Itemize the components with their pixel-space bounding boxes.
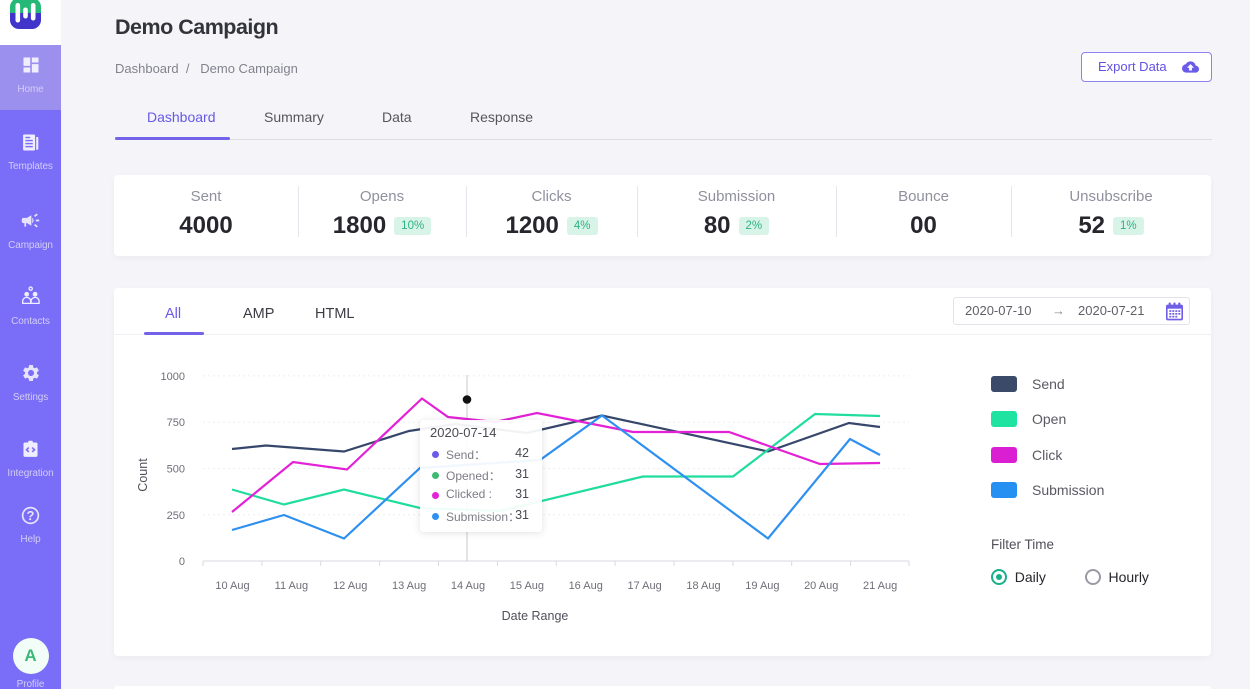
svg-text:21 Aug: 21 Aug [863, 580, 897, 592]
svg-text:500: 500 [167, 464, 185, 476]
svg-text:13 Aug: 13 Aug [392, 580, 426, 592]
svg-text:14 Aug: 14 Aug [451, 580, 485, 592]
svg-text:12 Aug: 12 Aug [333, 580, 367, 592]
svg-text:16 Aug: 16 Aug [569, 580, 603, 592]
svg-text:Date Range: Date Range [502, 609, 569, 623]
svg-text:19 Aug: 19 Aug [745, 580, 779, 592]
svg-text:Count: Count [136, 458, 150, 492]
svg-text:750: 750 [167, 417, 185, 429]
svg-text:10 Aug: 10 Aug [215, 580, 249, 592]
svg-text:0: 0 [179, 556, 185, 568]
svg-text:17 Aug: 17 Aug [627, 580, 661, 592]
svg-text:11 Aug: 11 Aug [275, 580, 308, 592]
svg-text:1000: 1000 [161, 371, 185, 383]
svg-text:250: 250 [167, 510, 185, 522]
svg-text:20 Aug: 20 Aug [804, 580, 838, 592]
svg-text:15 Aug: 15 Aug [510, 580, 544, 592]
svg-text:18 Aug: 18 Aug [686, 580, 720, 592]
